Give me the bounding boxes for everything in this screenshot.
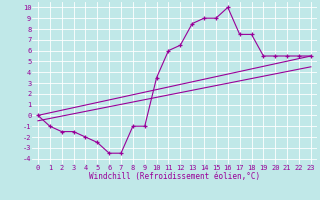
X-axis label: Windchill (Refroidissement éolien,°C): Windchill (Refroidissement éolien,°C) [89, 172, 260, 181]
